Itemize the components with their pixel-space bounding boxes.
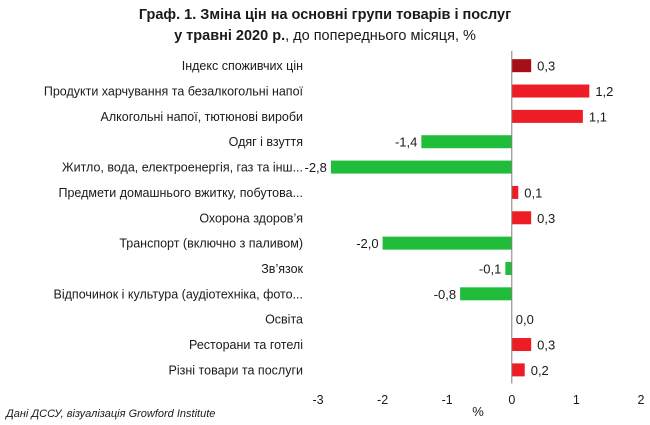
- category-label-11: Освіта: [265, 313, 303, 327]
- category-label-2: Продукти харчування та безалкогольні нап…: [44, 85, 304, 99]
- x-tick-label-2: -2: [377, 393, 388, 407]
- value-label-4: -1,4: [395, 135, 417, 150]
- bar-13: [511, 363, 525, 377]
- bar-8: [382, 236, 512, 250]
- category-label-8: Транспорт (включно з паливом): [119, 237, 303, 251]
- category-label-5: Житло, вода, електроенергія, газ та інш.…: [62, 161, 303, 175]
- chart-title-subtitle: , до попереднього місяця, %: [285, 28, 476, 44]
- bar-2: [511, 84, 590, 98]
- value-label-9: -0,1: [479, 261, 501, 276]
- bar-9: [505, 261, 512, 275]
- x-axis: -3 -2 -1 0 1 2: [312, 51, 645, 407]
- category-label-13: Різні товари та послуги: [169, 363, 303, 377]
- value-label-8: -2,0: [356, 236, 378, 251]
- category-label-3: Алкогольні напої, тютюнові вироби: [101, 110, 303, 124]
- chart-title-line-1: Граф. 1. Зміна цін на основні групи това…: [139, 7, 511, 23]
- bars-group: [330, 59, 590, 377]
- x-tick-label-4: 0: [508, 393, 515, 407]
- bar-6: [511, 185, 519, 199]
- value-label-3: 1,1: [589, 109, 607, 124]
- x-tick-label-6: 2: [638, 393, 645, 407]
- value-label-13: 0,2: [531, 363, 549, 378]
- value-labels: 0,31,21,1-1,4-2,80,10,3-2,0-0,1-0,80,00,…: [305, 59, 614, 378]
- category-labels: Індекс споживчих цін Продукти харчування …: [44, 59, 304, 377]
- value-label-6: 0,1: [524, 185, 542, 200]
- bar-5: [330, 160, 512, 174]
- x-tick-label-3: -1: [442, 393, 453, 407]
- source-note: Дані ДССУ, візуалізація Growford Institu…: [4, 408, 215, 420]
- category-label-7: Охорона здоров’я: [199, 211, 303, 225]
- bar-10: [460, 287, 512, 301]
- chart-title-date: у травні 2020 р.: [174, 28, 285, 44]
- value-label-5: -2,8: [305, 160, 327, 175]
- category-label-4: Одяг і взуття: [229, 135, 303, 149]
- x-axis-label: %: [472, 404, 484, 419]
- x-tick-label-1: -3: [312, 393, 323, 407]
- bar-1: [511, 59, 532, 73]
- category-label-1: Індекс споживчих цін: [182, 59, 303, 73]
- category-label-12: Ресторани та готелі: [189, 338, 303, 352]
- value-label-1: 0,3: [537, 59, 555, 74]
- category-label-6: Предмети домашнього вжитку, побутова...: [58, 186, 303, 200]
- value-label-12: 0,3: [537, 338, 555, 353]
- chart-title-line-2: у травні 2020 р., до попереднього місяця…: [174, 28, 476, 44]
- bar-7: [511, 211, 532, 225]
- value-label-7: 0,3: [537, 211, 555, 226]
- value-label-11: 0,0: [516, 312, 534, 327]
- x-tick-label-5: 1: [573, 393, 580, 407]
- value-label-2: 1,2: [595, 84, 613, 99]
- chart-title: Граф. 1. Зміна цін на основні групи това…: [139, 7, 511, 44]
- bar-3: [511, 109, 583, 123]
- category-label-9: Зв’язок: [261, 262, 303, 276]
- bar-4: [421, 135, 512, 149]
- bar-12: [511, 338, 532, 352]
- category-label-10: Відпочинок і культура (аудіотехніка, фот…: [54, 287, 303, 301]
- value-label-10: -0,8: [434, 287, 456, 302]
